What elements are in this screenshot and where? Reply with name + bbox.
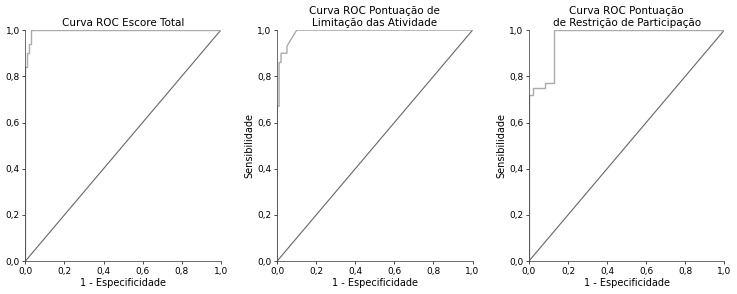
- X-axis label: 1 - Especificidade: 1 - Especificidade: [80, 278, 166, 288]
- Y-axis label: Sensibilidade: Sensibilidade: [496, 113, 506, 178]
- Title: Curva ROC Pontuação
de Restrição de Participação: Curva ROC Pontuação de Restrição de Part…: [553, 6, 701, 28]
- Title: Curva ROC Escore Total: Curva ROC Escore Total: [62, 18, 184, 28]
- Title: Curva ROC Pontuação de
Limitação das Atividade: Curva ROC Pontuação de Limitação das Ati…: [310, 6, 440, 28]
- X-axis label: 1 - Especificidade: 1 - Especificidade: [332, 278, 418, 288]
- X-axis label: 1 - Especificidade: 1 - Especificidade: [584, 278, 670, 288]
- Y-axis label: Sensibilidade: Sensibilidade: [245, 113, 254, 178]
